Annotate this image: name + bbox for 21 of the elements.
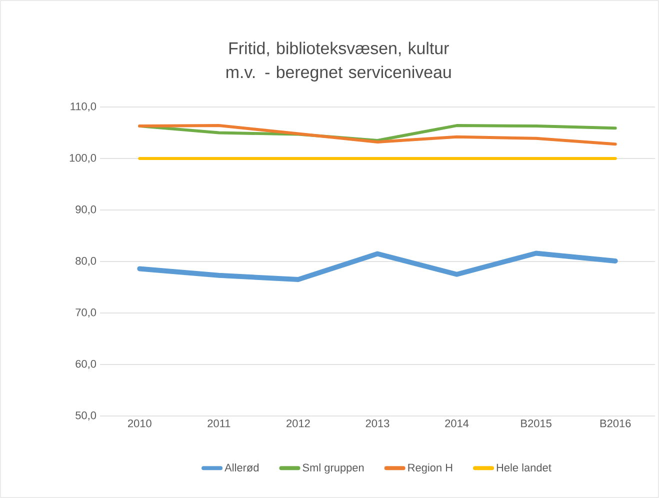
x-tick-label: 2011: [208, 420, 230, 428]
x-tick-label: B2015: [521, 420, 552, 428]
x-tick-label: 2010: [128, 420, 152, 428]
chart-title: Fritid, biblioteksvæsen, kultur m.v. - beregnet serviceniveau: [226, 42, 451, 82]
y-tick-label: 110,0: [70, 102, 96, 112]
x-tick-label: 2014: [445, 420, 469, 428]
line-series: [138, 124, 617, 146]
legend-label: Sml gruppen: [302, 463, 364, 474]
legend-label: Region H: [408, 463, 452, 474]
y-tick-label: 50,0: [76, 411, 96, 421]
x-tick-label: 2013: [366, 420, 390, 428]
y-tick-label: 60,0: [76, 360, 96, 370]
y-tick-label: 80,0: [76, 256, 96, 266]
y-tick-label: 100,0: [70, 154, 96, 164]
legend-label: Hele landet: [496, 463, 552, 472]
legend-label: Allerød: [224, 463, 259, 472]
line-series: [137, 250, 618, 282]
y-tick-label: 70,0: [76, 308, 96, 318]
y-tick-label: 90,0: [76, 205, 96, 215]
x-tick-label: 2012: [286, 420, 310, 428]
x-tick-label: B2016: [600, 420, 631, 428]
